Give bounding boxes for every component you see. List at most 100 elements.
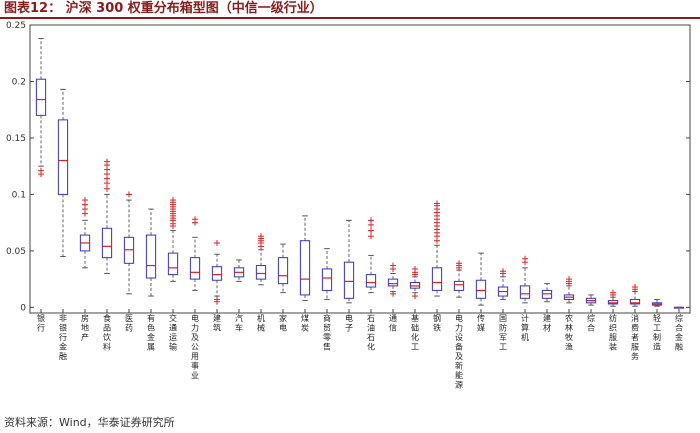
box-12: 家电 <box>277 243 289 333</box>
box-9: 建筑 <box>211 239 223 333</box>
iqr-box <box>299 240 311 296</box>
iqr-box <box>255 265 267 280</box>
outlier-marker <box>412 293 418 300</box>
x-category-label: 传媒 <box>477 313 485 333</box>
x-category-label: 电力设备及新能源 <box>455 313 463 390</box>
figure-title: 图表12： 沪深 300 权重分布箱型图（中信一级行业） <box>4 1 323 16</box>
box-24: 建材 <box>541 283 553 333</box>
box-17: 通信 <box>387 262 399 333</box>
iqr-box <box>519 285 531 299</box>
box-15: 电子 <box>343 219 355 333</box>
outlier-marker <box>522 255 528 262</box>
x-category-label: 房地产 <box>81 313 89 342</box>
box-4: 食品饮料 <box>101 158 113 352</box>
outlier-marker <box>104 158 110 165</box>
box-16: 石油石化 <box>365 217 377 352</box>
x-category-label: 通信 <box>389 313 397 333</box>
outlier-marker <box>456 260 462 267</box>
iqr-box <box>387 278 399 287</box>
x-category-label: 电力及公用事业 <box>191 313 199 380</box>
x-category-label: 轻工制造 <box>653 313 661 352</box>
outlier-marker <box>632 284 638 291</box>
outlier-marker <box>104 185 110 192</box>
y-tick-label: 0 <box>20 303 26 313</box>
iqr-box <box>57 119 69 195</box>
x-category-label: 电子 <box>345 313 353 333</box>
box-5: 医药 <box>123 191 135 333</box>
box-22: 国防军工 <box>497 268 509 352</box>
y-tick-label: 0.05 <box>6 247 26 257</box>
box-13: 煤炭 <box>299 215 311 333</box>
outlier-marker <box>82 197 88 204</box>
outlier-marker <box>368 227 374 234</box>
iqr-box <box>145 234 157 279</box>
box-1: 银行 <box>35 38 47 333</box>
outlier-marker <box>258 233 264 240</box>
x-category-label: 建材 <box>543 313 551 333</box>
box-28: 消费者服务 <box>629 284 641 361</box>
x-category-label: 机械 <box>257 313 265 333</box>
box-3: 房地产 <box>79 197 91 342</box>
outlier-marker <box>214 296 220 303</box>
box-20: 电力设备及新能源 <box>453 260 465 390</box>
y-tick-label: 0.25 <box>6 21 26 31</box>
iqr-box <box>35 78 47 116</box>
iqr-box <box>321 268 333 291</box>
x-category-label: 钢铁 <box>433 313 441 333</box>
iqr-box <box>629 298 641 305</box>
box-23: 计算机 <box>519 255 531 342</box>
outlier-marker <box>390 262 396 269</box>
x-category-label: 纺织服装 <box>609 313 617 352</box>
iqr-box <box>167 252 179 276</box>
outlier-marker <box>170 197 176 204</box>
outlier-marker <box>126 191 132 198</box>
x-category-label: 食品饮料 <box>103 313 111 352</box>
box-29: 轻工制造 <box>651 298 663 352</box>
box-25: 农林牧渔 <box>563 276 575 352</box>
x-category-label: 非银行金融 <box>59 313 67 361</box>
iqr-box <box>365 274 377 288</box>
box-7: 交通运输 <box>167 197 179 352</box>
x-category-label: 煤炭 <box>301 313 309 333</box>
outlier-marker <box>368 233 374 240</box>
outlier-marker <box>412 265 418 272</box>
outlier-marker <box>566 276 572 283</box>
x-category-label: 商贸零售 <box>323 313 331 352</box>
x-category-label: 农林牧渔 <box>565 313 573 352</box>
plot-frame <box>29 24 691 314</box>
x-category-label: 家电 <box>279 313 287 333</box>
outlier-marker <box>368 217 374 224</box>
box-10: 汽车 <box>233 259 245 333</box>
outlier-marker <box>38 167 44 174</box>
outlier-marker <box>500 268 506 275</box>
x-category-label: 国防军工 <box>499 314 507 352</box>
x-category-label: 综合 <box>587 313 595 333</box>
x-category-label: 汽车 <box>235 313 243 333</box>
x-category-label: 石油石化 <box>367 314 375 352</box>
x-category-label: 建筑 <box>213 313 221 333</box>
box-21: 传媒 <box>475 252 487 333</box>
iqr-box <box>101 227 113 259</box>
box-26: 综合 <box>585 294 597 333</box>
box-8: 电力及公用事业 <box>189 216 201 380</box>
box-11: 机械 <box>255 233 267 333</box>
outlier-marker <box>610 289 616 296</box>
outlier-marker <box>434 200 440 207</box>
x-category-label: 医药 <box>125 314 133 333</box>
iqr-box <box>277 257 289 285</box>
box-30: 综合金融 <box>673 306 685 352</box>
iqr-box <box>475 279 487 299</box>
box-14: 商贸零售 <box>321 248 333 352</box>
iqr-box <box>431 267 443 291</box>
box-2: 非银行金融 <box>57 88 69 361</box>
x-category-label: 计算机 <box>521 313 529 342</box>
y-tick-label: 0.1 <box>12 190 26 200</box>
box-18: 基础化工 <box>409 265 421 352</box>
x-category-label: 交通运输 <box>169 313 177 352</box>
x-category-label: 有色金属 <box>147 313 155 352</box>
iqr-box <box>343 261 355 299</box>
y-tick-label: 0.15 <box>6 134 26 144</box>
x-category-label: 消费者服务 <box>631 313 639 361</box>
